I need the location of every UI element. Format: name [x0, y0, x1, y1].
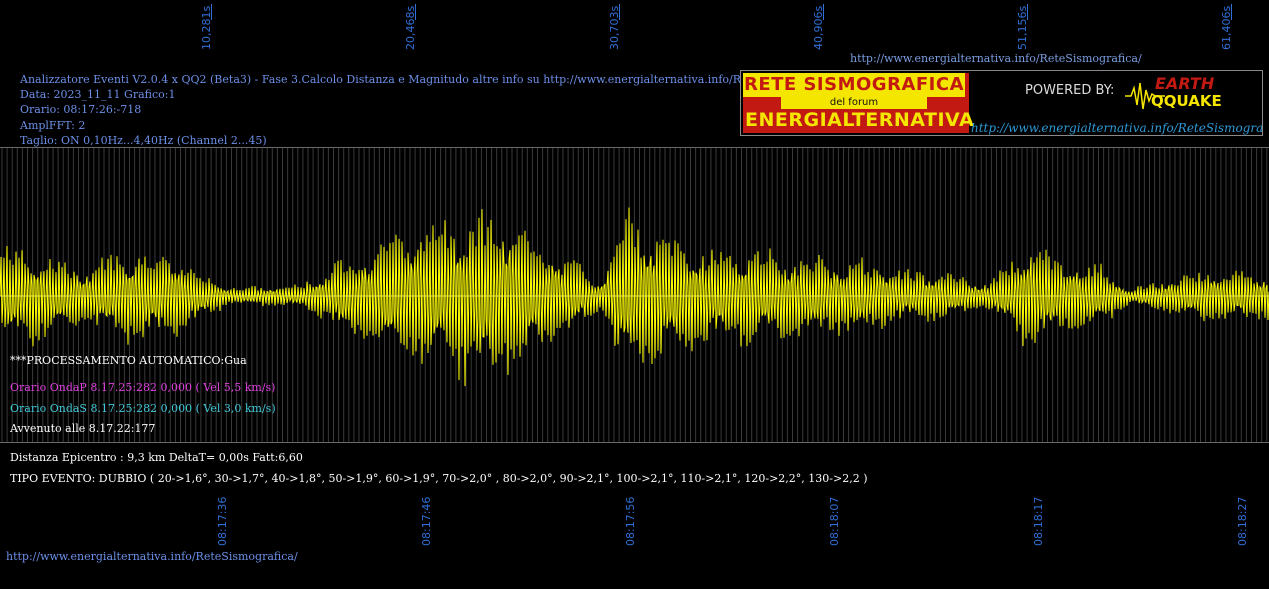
- banner-forum-name: ENERGIALTERNATIVA: [745, 109, 975, 131]
- top-axis-tick: 51,156s: [1016, 4, 1029, 50]
- bottom-axis-tick: 08:18:27: [1236, 496, 1249, 546]
- powered-by-label: POWERED BY:: [1025, 83, 1115, 98]
- info-ampl: AmplFFT: 2: [20, 118, 86, 132]
- onda-p-time: Orario OndaP 8.17.25:282 0,000 ( Vel 5,5…: [10, 381, 276, 394]
- footer-url[interactable]: http://www.energialternativa.info/ReteSi…: [6, 550, 298, 563]
- seismogram-plot: [0, 148, 1269, 442]
- top-axis-tick: 20,468s: [404, 4, 417, 50]
- plot-top-border: [0, 147, 1269, 148]
- onda-s-time: Orario OndaS 8.17.25:282 0,000 ( Vel 3,0…: [10, 402, 276, 415]
- bottom-axis-tick: 08:18:17: [1032, 496, 1045, 546]
- top-axis-tick: 40,906s: [812, 4, 825, 50]
- info-title: Analizzatore Eventi V2.0.4 x QQ2 (Beta3)…: [20, 73, 786, 86]
- info-block: Analizzatore Eventi V2.0.4 x QQ2 (Beta3)…: [20, 72, 786, 148]
- top-axis-tick: 10,281s: [200, 4, 213, 50]
- bottom-axis-tick: 08:18:07: [828, 496, 841, 546]
- epicenter-distance: Distanza Epicentro : 9,3 km DeltaT= 0,00…: [10, 451, 303, 464]
- banner-subtitle: del forum: [781, 97, 927, 109]
- qquake-logo-text: QQUAKE: [1151, 92, 1222, 110]
- banner-url[interactable]: http://www.energialternativa.info/ReteSi…: [971, 121, 1263, 135]
- banner-title: RETE SISMOGRAFICA: [743, 73, 965, 97]
- top-axis-tick: 61,406s: [1220, 4, 1233, 50]
- processing-status: ***PROCESSAMENTO AUTOMATICO:Gua: [10, 354, 247, 367]
- info-filter: Taglio: ON 0,10Hz...4,40Hz (Channel 2...…: [20, 133, 267, 147]
- seismo-wave-icon: [1125, 82, 1165, 110]
- plot-bottom-border: [0, 442, 1269, 443]
- info-date: Data: 2023_11_11 Grafico:1: [20, 88, 176, 102]
- seismic-trace: [0, 207, 1269, 387]
- banner-logo: RETE SISMOGRAFICA del forum ENERGIALTERN…: [740, 70, 1263, 136]
- bottom-axis-tick: 08:17:56: [624, 496, 637, 546]
- event-time: Avvenuto alle 8.17.22:177: [10, 422, 156, 435]
- header-url[interactable]: http://www.energialternativa.info/ReteSi…: [850, 52, 1142, 65]
- top-axis-tick: 30,703s: [608, 4, 621, 50]
- bottom-axis-tick: 08:17:36: [216, 496, 229, 546]
- info-time: Orario: 08:17:26:-718: [20, 103, 142, 117]
- bottom-axis-tick: 08:17:46: [420, 496, 433, 546]
- earth-logo-text: EARTH: [1155, 74, 1215, 93]
- event-type: TIPO EVENTO: DUBBIO ( 20->1,6°, 30->1,7°…: [10, 472, 868, 485]
